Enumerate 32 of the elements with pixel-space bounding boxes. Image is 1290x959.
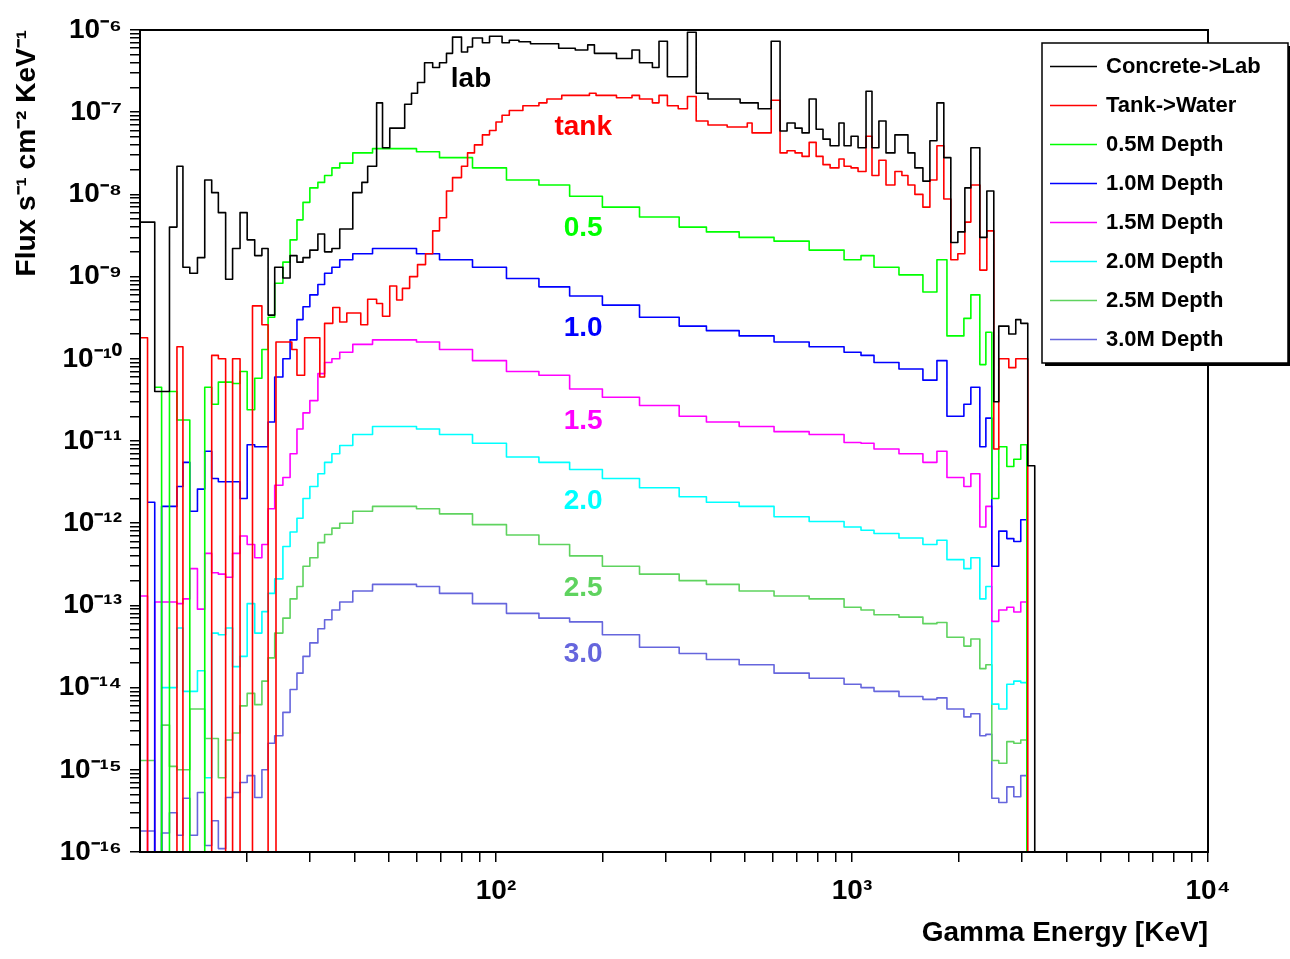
y-tick-label: 10⁻¹¹ [63, 423, 122, 455]
y-tick-label: 10⁻¹³ [63, 588, 122, 620]
annotation: lab [450, 61, 492, 93]
legend-label: Concrete->Lab [1106, 52, 1261, 78]
y-tick-label: 10⁻⁷ [70, 94, 122, 126]
annotation: 0.5 [563, 210, 603, 242]
legend-label: 0.5M Depth [1106, 130, 1224, 156]
y-tick-label: 10⁻¹⁴ [58, 670, 122, 702]
annotation: 1.5 [563, 403, 603, 435]
legend-label: 2.5M Depth [1106, 286, 1224, 312]
y-axis-title: Flux s⁻¹ cm⁻² KeV⁻¹ [9, 30, 41, 277]
y-tick-label: 10⁻⁸ [68, 177, 122, 209]
annotation: 3.0 [563, 636, 603, 668]
annotation: 2.5 [563, 570, 603, 602]
y-tick-label: 10⁻¹⁶ [59, 834, 122, 866]
y-tick-label: 10⁻⁶ [68, 12, 122, 44]
x-tick-label: 10³ [831, 873, 873, 905]
y-tick-label: 10⁻¹² [63, 505, 122, 537]
x-axis-title: Gamma Energy [KeV] [921, 915, 1208, 947]
y-tick-label: 10⁻¹⁰ [62, 341, 122, 373]
legend-label: 3.0M Depth [1106, 325, 1224, 351]
y-tick-label: 10⁻¹⁵ [59, 752, 122, 784]
annotation: tank [554, 110, 613, 142]
legend-label: 2.0M Depth [1106, 247, 1224, 273]
x-tick-label: 10² [475, 873, 517, 905]
legend-label: 1.5M Depth [1106, 208, 1224, 234]
x-tick-label: 10⁴ [1185, 873, 1231, 905]
legend-label: 1.0M Depth [1106, 169, 1224, 195]
annotation: 1.0 [563, 310, 603, 342]
annotation: 2.0 [563, 484, 603, 516]
legend-label: Tank->Water [1106, 91, 1237, 117]
y-tick-label: 10⁻⁹ [68, 259, 122, 291]
